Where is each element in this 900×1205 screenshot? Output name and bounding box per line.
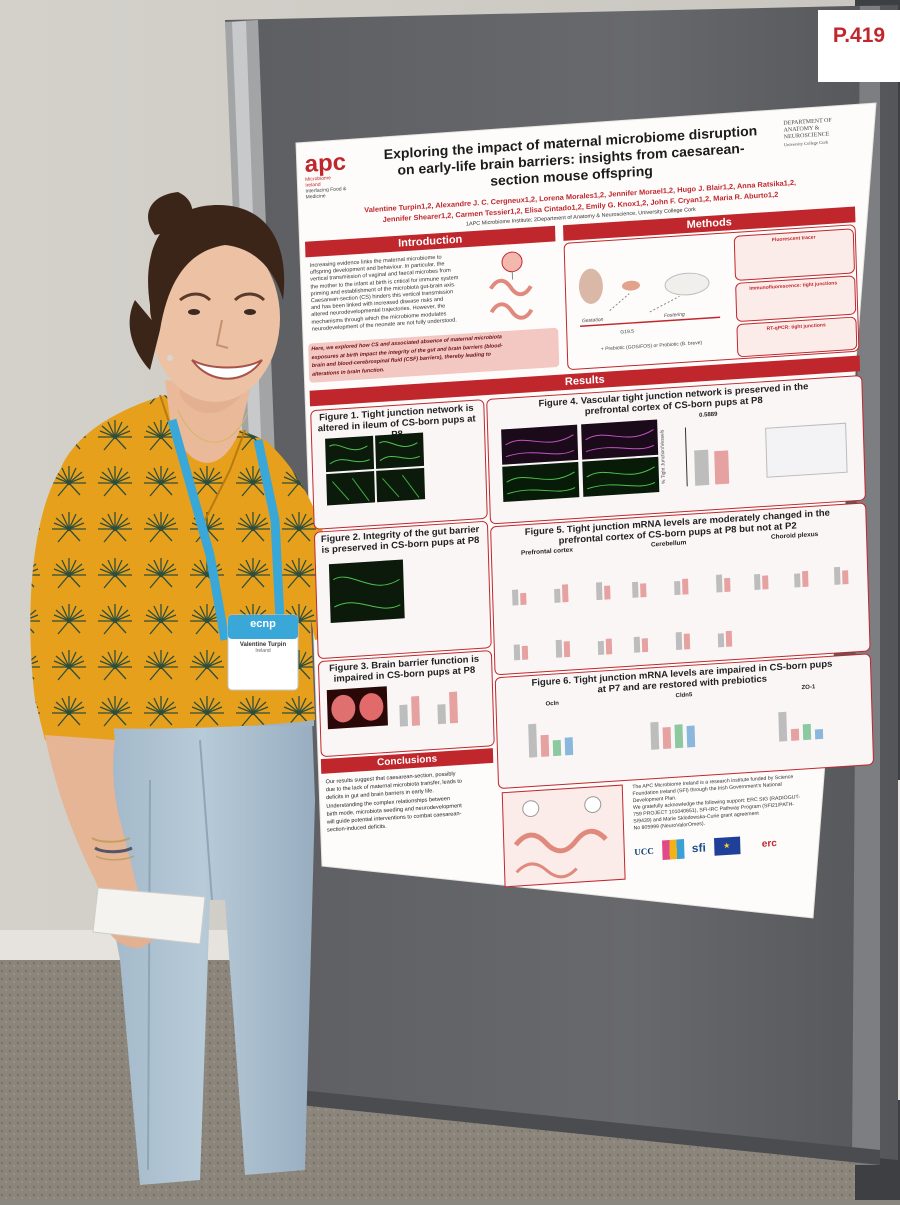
erc-logo: erc (762, 838, 777, 850)
eu-flag-icon: ★ (714, 836, 741, 855)
figure-6-gene-zo1: ZO-1 (802, 684, 816, 691)
apc-logo: apc Microbiome Ireland Interfacing Food … (304, 150, 365, 201)
conclusion-diagram (500, 783, 627, 889)
figure-2-micrographs (321, 550, 486, 651)
department-logo: DEPARTMENT OF ANATOMY & NEUROSCIENCE Uni… (783, 116, 856, 148)
badge-country: Ireland (228, 648, 298, 654)
funding-text: The APC Microbiome Ireland is a research… (632, 769, 869, 832)
badge-event: ecnp (228, 618, 298, 630)
poster-number: P.419 (833, 24, 885, 47)
gut-brain-diagram (472, 245, 558, 331)
sfi-logo: sfi (692, 841, 706, 856)
funded-grid-logo (661, 839, 684, 860)
figure-6-gene-cldn5: Cldn5 (676, 692, 693, 699)
conclusion-text: Our results suggest that caesarean-secti… (325, 768, 497, 835)
apc-logo-tagline: Interfacing Food & Medicine (305, 185, 365, 201)
figure-1-micrographs (317, 427, 481, 508)
figure-3-brain-images (325, 678, 489, 749)
research-poster: apc Microbiome Ireland Interfacing Food … (298, 108, 882, 918)
intro-text: Increasing evidence links the maternal m… (310, 253, 472, 334)
conference-badge: ecnp Valentine Turpin Ireland (228, 618, 298, 654)
figure-6-gene-ocln: Ocln (546, 701, 560, 708)
method-g19-label: G19.5 (620, 329, 634, 336)
figure-4-pvalue: 0.5889 (699, 412, 718, 419)
poster-number-sign: P.419 (818, 24, 900, 48)
ucc-logo: UCC (634, 846, 654, 857)
funder-logos: UCC sfi ★ erc (634, 824, 871, 865)
